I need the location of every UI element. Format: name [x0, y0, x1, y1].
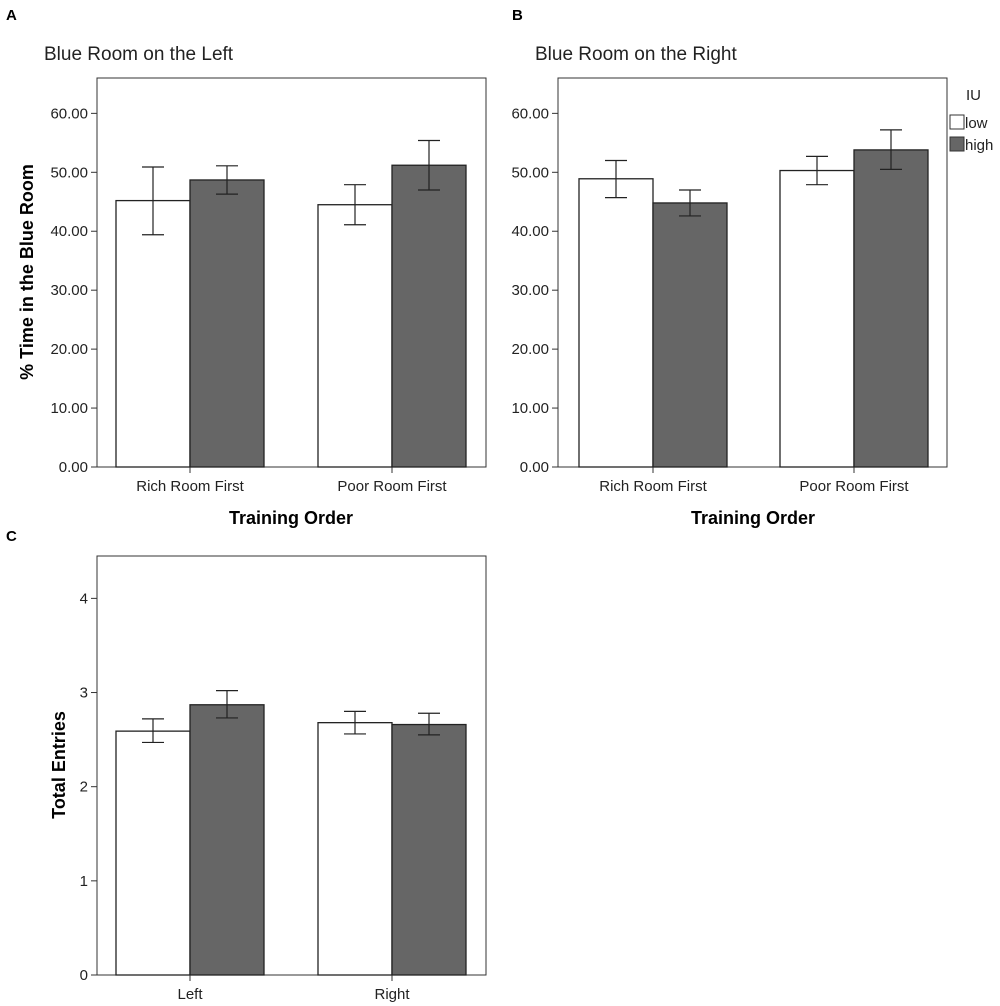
bar-high [189, 704, 265, 976]
chart-b-x-label: Training Order [691, 508, 815, 528]
bar-low [578, 178, 654, 468]
chart-c-y-label: Total Entries [49, 711, 69, 819]
chart-b-title: Blue Room on the Right [535, 44, 737, 65]
y-tick-label: 10.00 [50, 400, 88, 417]
bar-high [189, 179, 265, 468]
x-tick-label: Poor Room First [337, 478, 447, 495]
chart-b-y-axis: 0.00 10.00 20.00 30.00 40.00 50.00 60.00 [511, 105, 558, 476]
y-tick-label: 40.00 [511, 223, 549, 240]
chart-c-y-axis: 0 1 2 3 4 [80, 590, 97, 984]
chart-a-title: Blue Room on the Left [44, 44, 234, 65]
y-tick-label: 0.00 [520, 459, 549, 476]
y-tick-label: 60.00 [50, 105, 88, 122]
chart-a-y-axis: 0.00 10.00 20.00 30.00 40.00 50.00 60.00 [50, 105, 97, 476]
y-tick-label: 40.00 [50, 223, 88, 240]
y-tick-label: 60.00 [511, 105, 549, 122]
bar-low [317, 204, 393, 468]
bar-high [391, 723, 467, 976]
legend-label-high: high [965, 137, 993, 154]
bar-high [652, 202, 728, 468]
bar-low [317, 722, 393, 976]
panel-letter-a: A [6, 7, 17, 24]
chart-b-frame [557, 77, 948, 468]
legend-swatch-low [949, 114, 965, 130]
legend-title: IU [966, 87, 981, 104]
x-tick-label: Rich Room First [136, 478, 244, 495]
chart-c-frame [96, 555, 487, 976]
y-tick-label: 2 [80, 779, 88, 796]
x-tick-label: Right [374, 986, 410, 1003]
chart-a-x-axis: Rich Room First Poor Room First [136, 467, 447, 495]
y-tick-label: 0 [80, 967, 88, 984]
legend-label-low: low [965, 115, 988, 132]
y-tick-label: 3 [80, 685, 88, 702]
chart-panel-c: 0 1 2 3 4 Left Right Total Entries [49, 555, 487, 1003]
bar-low [115, 199, 191, 468]
chart-a-bars [115, 139, 467, 468]
chart-c-bars [115, 690, 467, 976]
y-tick-label: 4 [80, 590, 88, 607]
chart-c-x-axis: Left Right [177, 975, 410, 1003]
bar-low [779, 169, 855, 468]
y-tick-label: 0.00 [59, 459, 88, 476]
chart-a-frame [96, 77, 487, 468]
bar-high [391, 164, 467, 468]
y-tick-label: 30.00 [50, 282, 88, 299]
bar-high [853, 149, 929, 468]
y-tick-label: 50.00 [50, 164, 88, 181]
chart-panel-b: Blue Room on the Right 0.00 10.00 20.00 30.… [511, 44, 948, 528]
legend: IU low high [949, 87, 993, 154]
y-tick-label: 50.00 [511, 164, 549, 181]
x-tick-label: Poor Room First [799, 478, 909, 495]
y-tick-label: 10.00 [511, 400, 549, 417]
x-tick-label: Rich Room First [599, 478, 707, 495]
x-tick-label: Left [177, 986, 203, 1003]
y-tick-label: 20.00 [50, 341, 88, 358]
panel-letter-b: B [512, 7, 523, 24]
chart-b-bars [578, 129, 929, 468]
chart-a-x-label: Training Order [229, 508, 353, 528]
y-tick-label: 30.00 [511, 282, 549, 299]
chart-a-y-label: % Time in the Blue Room [17, 164, 37, 380]
panel-letter-c: C [6, 528, 17, 545]
chart-panel-a: Blue Room on the Left 0.00 10.00 20.00 30.0… [17, 44, 487, 528]
y-tick-label: 1 [80, 873, 88, 890]
chart-b-x-axis: Rich Room First Poor Room First [599, 467, 909, 495]
y-tick-label: 20.00 [511, 341, 549, 358]
bar-low [115, 730, 191, 976]
legend-swatch-high [949, 136, 965, 152]
